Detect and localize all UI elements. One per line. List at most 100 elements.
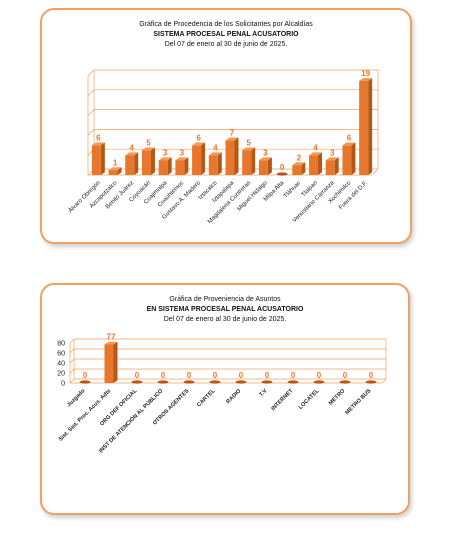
bar-top bbox=[125, 152, 139, 156]
data-label: 5 bbox=[146, 138, 151, 147]
bar-side bbox=[134, 152, 139, 175]
data-label: 3 bbox=[263, 148, 268, 157]
category-label: INTERNET bbox=[270, 388, 294, 412]
bar-base bbox=[339, 380, 351, 384]
bar-side bbox=[368, 78, 373, 175]
bar-front bbox=[292, 165, 302, 175]
data-label: 0 bbox=[239, 371, 244, 380]
chart-panel-asuntos: Gráfica de Proveniencia de Asuntos EN SI… bbox=[40, 283, 410, 515]
bar bbox=[325, 157, 339, 175]
bar bbox=[104, 341, 118, 383]
bar-top bbox=[175, 157, 189, 161]
bar-side bbox=[167, 157, 172, 175]
chart-subtitle: EN SISTEMA PROCESAL PENAL ACUSATORIO bbox=[146, 306, 304, 313]
data-label: 0 bbox=[213, 371, 218, 380]
bar-top bbox=[292, 162, 306, 166]
bar-base bbox=[276, 172, 288, 176]
data-label: 0 bbox=[265, 371, 270, 380]
bar bbox=[158, 157, 172, 175]
category-label: Sist. Sist. Proc. Acus. Adts bbox=[58, 388, 113, 443]
bar-side bbox=[234, 137, 239, 175]
bar bbox=[359, 78, 373, 175]
gridline-side bbox=[69, 378, 75, 384]
bar-side bbox=[150, 147, 155, 175]
data-label: 0 bbox=[83, 371, 88, 380]
bar-base bbox=[365, 380, 377, 384]
bar-base bbox=[209, 380, 221, 384]
bar-side bbox=[184, 157, 189, 175]
bar bbox=[108, 167, 122, 175]
data-label: 0 bbox=[343, 371, 348, 380]
bar bbox=[287, 380, 299, 384]
bar-side bbox=[100, 142, 105, 175]
data-label: 0 bbox=[369, 371, 374, 380]
bar bbox=[313, 380, 325, 384]
data-label: 4 bbox=[313, 143, 318, 152]
data-label: 0 bbox=[291, 371, 296, 380]
chart-title-block: Gráfica de Procedencia de los Solicitant… bbox=[42, 20, 410, 50]
bar-top bbox=[242, 147, 256, 151]
bar-base bbox=[313, 380, 325, 384]
bar-front bbox=[104, 344, 114, 383]
bar-front bbox=[192, 145, 202, 175]
data-label: 1 bbox=[113, 158, 118, 167]
data-label: 6 bbox=[196, 134, 201, 143]
bar bbox=[131, 380, 143, 384]
gridline-side bbox=[69, 358, 75, 364]
bar bbox=[225, 137, 239, 175]
bar-front bbox=[208, 155, 218, 175]
chart-subtitle: SISTEMA PROCESAL PENAL ACUSATORIO bbox=[153, 31, 299, 38]
bar bbox=[276, 172, 288, 176]
bar-side bbox=[318, 152, 323, 175]
category-label: CARTEL bbox=[196, 388, 217, 409]
data-label: 6 bbox=[96, 134, 101, 143]
bar bbox=[192, 142, 206, 175]
bar-side bbox=[301, 162, 306, 175]
gridline-side bbox=[69, 368, 75, 374]
bar-top bbox=[342, 142, 356, 146]
category-label: RADIO bbox=[225, 388, 242, 405]
gridline-side bbox=[87, 109, 95, 116]
data-label: 2 bbox=[297, 153, 302, 162]
y-tick-label: 60 bbox=[57, 351, 65, 358]
bar-top bbox=[158, 157, 172, 161]
data-label: 5 bbox=[246, 138, 251, 147]
data-label: 0 bbox=[161, 371, 166, 380]
bar-side bbox=[201, 142, 206, 175]
chart-panel-alcaldias: Gráfica de Procedencia de los Solicitant… bbox=[40, 8, 412, 244]
chart-title: Gráfica de Proveniencia de Asuntos bbox=[169, 296, 281, 303]
bar-front bbox=[342, 145, 352, 175]
bar bbox=[235, 380, 247, 384]
bar-top bbox=[91, 142, 105, 146]
bar-base bbox=[79, 380, 91, 384]
data-label: 0 bbox=[187, 371, 192, 380]
bar-front bbox=[309, 155, 319, 175]
bar-side bbox=[117, 167, 122, 175]
y-tick-label: 20 bbox=[57, 371, 65, 378]
bar bbox=[258, 157, 272, 175]
bar bbox=[183, 380, 195, 384]
data-label: 6 bbox=[347, 134, 352, 143]
bar-front bbox=[125, 155, 135, 175]
data-label: 0 bbox=[280, 163, 285, 172]
bar bbox=[261, 380, 273, 384]
bar-top bbox=[225, 137, 239, 141]
bar-front bbox=[158, 160, 168, 175]
bar bbox=[157, 380, 169, 384]
bar-front bbox=[359, 80, 369, 175]
category-label: LOCATEL bbox=[298, 388, 321, 411]
bar bbox=[339, 380, 351, 384]
bar-side bbox=[334, 157, 339, 175]
plot-area bbox=[69, 338, 387, 384]
bar bbox=[208, 152, 222, 175]
gridline-side bbox=[69, 348, 75, 354]
bar-front bbox=[91, 145, 101, 175]
chart-title: Gráfica de Procedencia de los Solicitant… bbox=[139, 21, 313, 28]
bar-base bbox=[157, 380, 169, 384]
category-label: Juzgado bbox=[66, 388, 87, 409]
data-label: 0 bbox=[317, 371, 322, 380]
data-label: 77 bbox=[107, 333, 116, 342]
data-label: 7 bbox=[230, 129, 235, 138]
